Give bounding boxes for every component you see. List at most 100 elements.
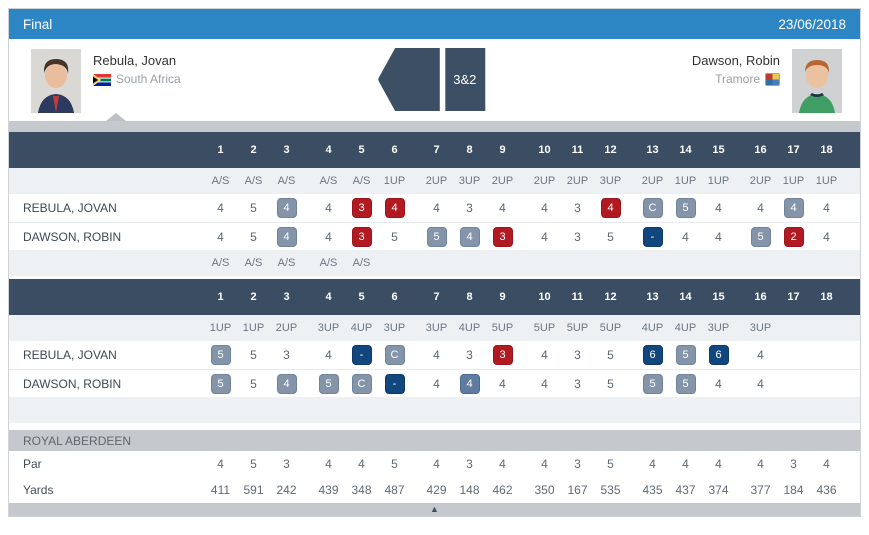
hole-cell: 16 [754, 291, 767, 303]
status-cell: 2UP [491, 175, 514, 187]
par-cell: 5 [391, 457, 398, 471]
score-cell: 5 [250, 348, 257, 362]
score-cell: 4 [541, 376, 548, 391]
score-cell: C [378, 345, 411, 365]
yards-cell: 184 [783, 483, 804, 497]
score-badge-gray: 5 [675, 198, 696, 218]
score-badge-gray: 5 [642, 373, 663, 394]
score-badge-gray: 5 [426, 226, 447, 247]
score-cell: 4 [217, 229, 224, 244]
score-cell: 4 [499, 376, 506, 391]
score-cell: 5 [250, 201, 257, 215]
yards-cell: 435 [642, 483, 663, 497]
status-cell: A/S [244, 175, 263, 187]
score-cell: 6 [636, 345, 669, 365]
hole-cell: 12 [604, 291, 617, 303]
hole-cell: 2 [250, 291, 257, 303]
divider-band [9, 121, 860, 132]
collapse-scorecard-button[interactable]: ▲ [430, 504, 439, 514]
row-label: DAWSON, ROBIN [23, 229, 122, 244]
score-cell: 4 [541, 229, 548, 244]
par-cell: 4 [649, 457, 656, 471]
par-cell: 5 [607, 457, 614, 471]
score-cell: 4 [325, 348, 332, 362]
hole-cell: 14 [679, 144, 692, 156]
score-cell: 4 [270, 198, 303, 218]
hole-cell: 5 [358, 291, 365, 303]
hole-cell: 10 [538, 291, 551, 303]
score-cell: 4 [541, 201, 548, 215]
status-cell: 4UP [674, 322, 697, 334]
par-cell: 3 [790, 457, 797, 471]
score-badge-gray: C [384, 345, 405, 365]
hole-cell: 15 [712, 144, 725, 156]
yards-cell: 348 [351, 483, 372, 497]
score-badge-gray: 4 [276, 198, 297, 218]
score-badge-navy: - [351, 345, 372, 365]
score-cell: 4 [217, 201, 224, 215]
score-cell: 4 [433, 201, 440, 215]
yards-cell: 487 [384, 483, 405, 497]
status-cell: 5UP [533, 322, 556, 334]
status-cell: 2UP [425, 175, 448, 187]
status-cell: 1UP [242, 322, 265, 334]
status-cell: A/S [277, 175, 296, 187]
score-cell: 4 [270, 373, 303, 394]
status-cell: 1UP [209, 322, 232, 334]
hole-cell: 4 [325, 144, 332, 156]
score-cell: 3 [466, 201, 473, 215]
score-cell: 4 [433, 348, 440, 362]
match-status-row-top: 1UP 1UP 2UP 3UP 4UP 3UP 3UP 4UP 5UP 5UP 5UP 5UP 4UP 4… [9, 315, 860, 341]
score-cell: 5 [669, 345, 702, 365]
score-cell: 4 [715, 201, 722, 215]
par-cell: 4 [682, 457, 689, 471]
status-cell: 3UP [383, 322, 406, 334]
hole-cell: 2 [250, 144, 257, 156]
hole-cell: 15 [712, 291, 725, 303]
course-name: ROYAL ABERDEEN [23, 433, 132, 448]
par-cell: 4 [217, 457, 224, 471]
row-label: DAWSON, ROBIN [23, 376, 122, 391]
hole-cell: 13 [646, 291, 659, 303]
yards-cell: 535 [600, 483, 621, 497]
score-badge-red: 4 [600, 198, 621, 218]
holes-header-row: 1 2 3 4 5 6 7 8 9 10 11 12 13 14 15 16 17 18 [9, 132, 860, 168]
status-cell: 2UP [275, 322, 298, 334]
score-badge-gray: 5 [210, 345, 231, 365]
score-cell: - [345, 345, 378, 365]
score-cell: 4 [325, 229, 332, 244]
par-cell: 4 [358, 457, 365, 471]
score-cell: 5 [312, 373, 345, 394]
row-label: Yards [23, 483, 54, 497]
status-cell: A/S [211, 175, 230, 187]
score-badge-red: 3 [351, 198, 372, 218]
score-badge-gray: 4 [783, 198, 804, 218]
hole-cell: 12 [604, 144, 617, 156]
bottom-band: ▲ [9, 503, 860, 516]
title-bar: Final 23/06/2018 [9, 9, 860, 39]
score-cell: 5 [204, 373, 237, 394]
player-score-row: DAWSON, ROBIN 4 5 4 4 3 5 5 4 3 4 3 5-4 4 5 2 4 [9, 222, 860, 250]
par-cell: 3 [283, 457, 290, 471]
status-cell: A/S [277, 257, 296, 269]
winner-pointer-icon [106, 113, 126, 121]
score-badge-gray: 5 [675, 345, 696, 365]
score-cell: 4 [594, 198, 627, 218]
status-cell: 1UP [383, 175, 406, 187]
par-cell: 4 [541, 457, 548, 471]
score-cell: 5 [420, 226, 453, 247]
status-cell: 5UP [599, 322, 622, 334]
status-cell: 3UP [458, 175, 481, 187]
hole-cell: 4 [325, 291, 332, 303]
hole-cell: 7 [433, 144, 440, 156]
tramore-crest-icon [765, 73, 780, 87]
score-cell: 5 [607, 229, 614, 244]
score-badge-red: 3 [492, 345, 513, 365]
yards-cell: 436 [816, 483, 837, 497]
hole-cell: 9 [499, 291, 506, 303]
score-cell: 2 [777, 226, 810, 247]
match-panel: Rebula, Jovan South Africa [9, 39, 860, 113]
match-status-row-top: A/S A/S A/S A/S A/S 1UP 2UP 3UP 2UP 2UP 2UP 3UP 2UP 1… [9, 168, 860, 194]
status-cell: 3UP [425, 322, 448, 334]
score-cell: 3 [466, 348, 473, 362]
